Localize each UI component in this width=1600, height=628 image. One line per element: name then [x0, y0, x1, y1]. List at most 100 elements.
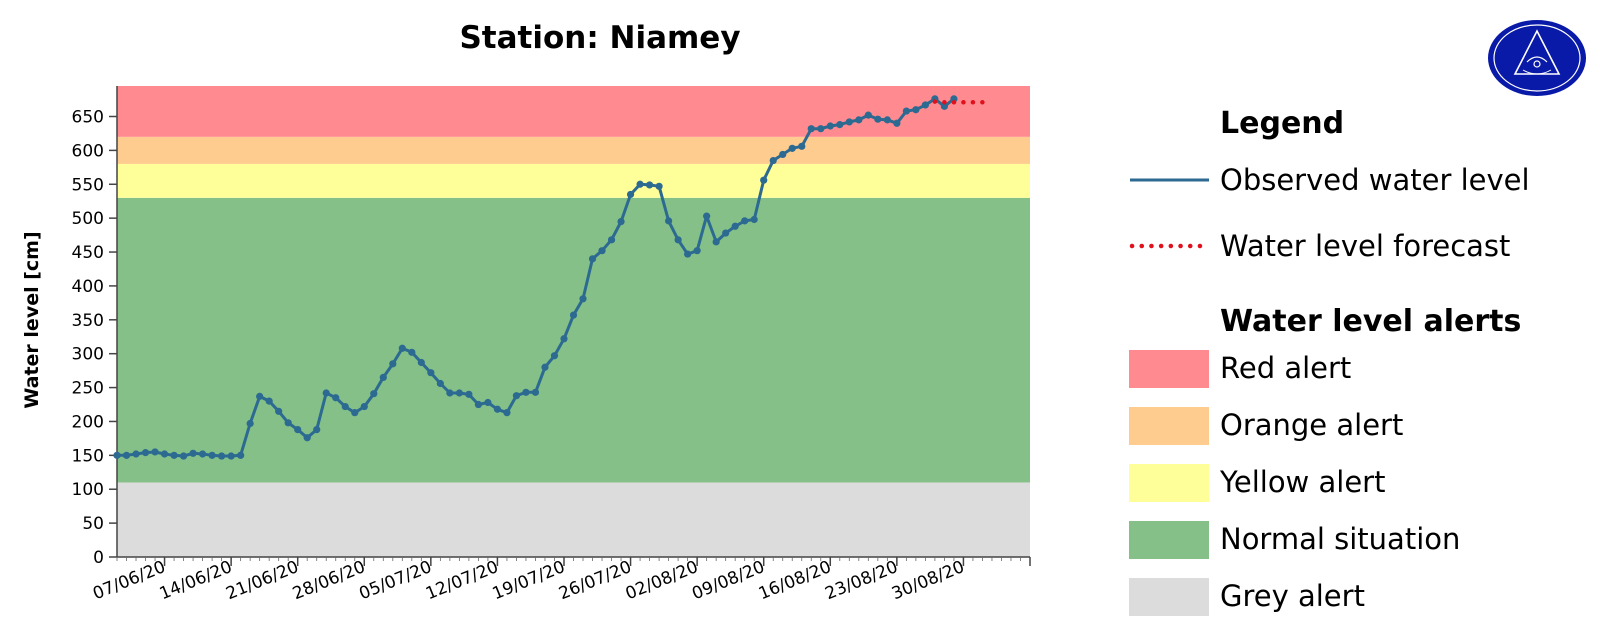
y-tick-label: 150 [72, 446, 104, 466]
x-tick-label: 09/08/20 [689, 557, 767, 604]
y-tick-label: 300 [72, 345, 104, 365]
series-line-forecast [932, 99, 985, 105]
x-tick-label: 14/06/20 [157, 557, 235, 604]
legend-label-observed: Observed water level [1220, 163, 1530, 197]
y-tick-label: 350 [72, 311, 104, 331]
observed-point [855, 116, 863, 124]
observed-point [370, 390, 378, 398]
observed-point [303, 434, 311, 442]
observed-point [141, 449, 150, 457]
observed-point [275, 407, 283, 415]
x-tick-label: 12/07/20 [423, 557, 501, 604]
alert-band-normal-situation [117, 197, 1030, 483]
observed-point [170, 451, 178, 459]
legend-swatch-red-alert [1129, 350, 1209, 388]
y-tick-label: 400 [72, 277, 104, 297]
observed-point [379, 373, 387, 382]
observed-point [902, 107, 910, 115]
observed-point [417, 358, 425, 367]
observed-point [265, 397, 273, 405]
x-tick-label: 16/08/20 [756, 557, 834, 604]
observed-point [655, 182, 663, 190]
observed-point [836, 121, 844, 129]
legend-label-yellow-alert: Yellow alert [1219, 465, 1385, 499]
observed-point [750, 215, 758, 224]
observed-point [408, 348, 416, 356]
observed-point [455, 389, 463, 397]
legend-swatch-orange-alert [1129, 407, 1209, 445]
observed-point [294, 425, 302, 434]
observed-point [950, 95, 958, 103]
alert-band-grey-alert [117, 482, 1030, 557]
observed-point [626, 190, 635, 199]
observed-point [122, 451, 131, 459]
observed-point [560, 335, 568, 343]
observed-point [788, 144, 796, 152]
observed-point [322, 389, 330, 397]
observed-point [179, 452, 188, 460]
observed-point [237, 451, 245, 459]
x-tick-label: 26/07/20 [556, 557, 634, 604]
legend-swatch-grey-alert [1129, 578, 1209, 616]
observed-point [474, 400, 482, 409]
observed-point [588, 255, 597, 263]
legend-label-normal-situation: Normal situation [1220, 522, 1460, 556]
observed-point [598, 247, 606, 255]
legend-swatch-normal-situation [1129, 521, 1209, 559]
x-tick-label: 28/06/20 [290, 557, 368, 604]
observed-point [940, 102, 949, 110]
x-tick-label: 21/06/20 [223, 557, 301, 604]
observed-point [218, 452, 226, 460]
legend-swatch-yellow-alert [1129, 464, 1209, 502]
observed-point [826, 122, 834, 130]
observed-point [436, 379, 444, 388]
observed-point [760, 176, 768, 184]
observed-point [341, 402, 349, 411]
legend: Legend Observed water level Water level … [1129, 106, 1530, 616]
observed-point [684, 250, 692, 258]
observed-point [351, 409, 359, 417]
alert-band-orange-alert [117, 136, 1030, 164]
y-tick-label: 0 [93, 548, 104, 568]
alert-bands [117, 86, 1030, 557]
observed-point [284, 419, 292, 427]
legend-label-red-alert: Red alert [1220, 351, 1351, 385]
observed-point [493, 405, 502, 413]
observed-point [893, 119, 901, 127]
legend-label-forecast: Water level forecast [1220, 229, 1510, 263]
observed-point [607, 236, 616, 244]
legend-heading: Legend [1220, 106, 1344, 141]
observed-point [541, 363, 549, 371]
observed-point [569, 311, 578, 319]
observed-point [665, 217, 673, 225]
observed-point [550, 352, 559, 360]
y-tick-label: 500 [72, 209, 104, 229]
observed-point [227, 452, 235, 460]
y-tick-label: 450 [72, 243, 104, 263]
observed-point [446, 389, 454, 397]
observed-point [503, 409, 511, 417]
alert-band-red-alert [117, 86, 1030, 137]
y-tick-label: 200 [72, 412, 104, 432]
observed-point [198, 450, 207, 458]
observed-point [912, 106, 920, 114]
observed-point [636, 180, 644, 188]
alerts-heading: Water level alerts [1220, 304, 1521, 339]
legend-label-orange-alert: Orange alert [1220, 408, 1403, 442]
observed-point [807, 125, 815, 133]
observed-point [360, 402, 368, 411]
y-tick-label: 250 [72, 379, 104, 399]
observed-point [645, 181, 654, 189]
agency-seal-icon [1488, 20, 1586, 96]
observed-point [579, 295, 587, 303]
x-tick-label: 23/08/20 [822, 557, 900, 604]
observed-point [465, 390, 473, 398]
y-axis-label: Water level [cm] [21, 231, 43, 408]
observed-point [484, 398, 492, 407]
observed-point [722, 229, 730, 237]
observed-point [769, 156, 777, 165]
observed-point [160, 450, 169, 458]
observed-point [674, 236, 682, 244]
observed-point [398, 344, 406, 352]
